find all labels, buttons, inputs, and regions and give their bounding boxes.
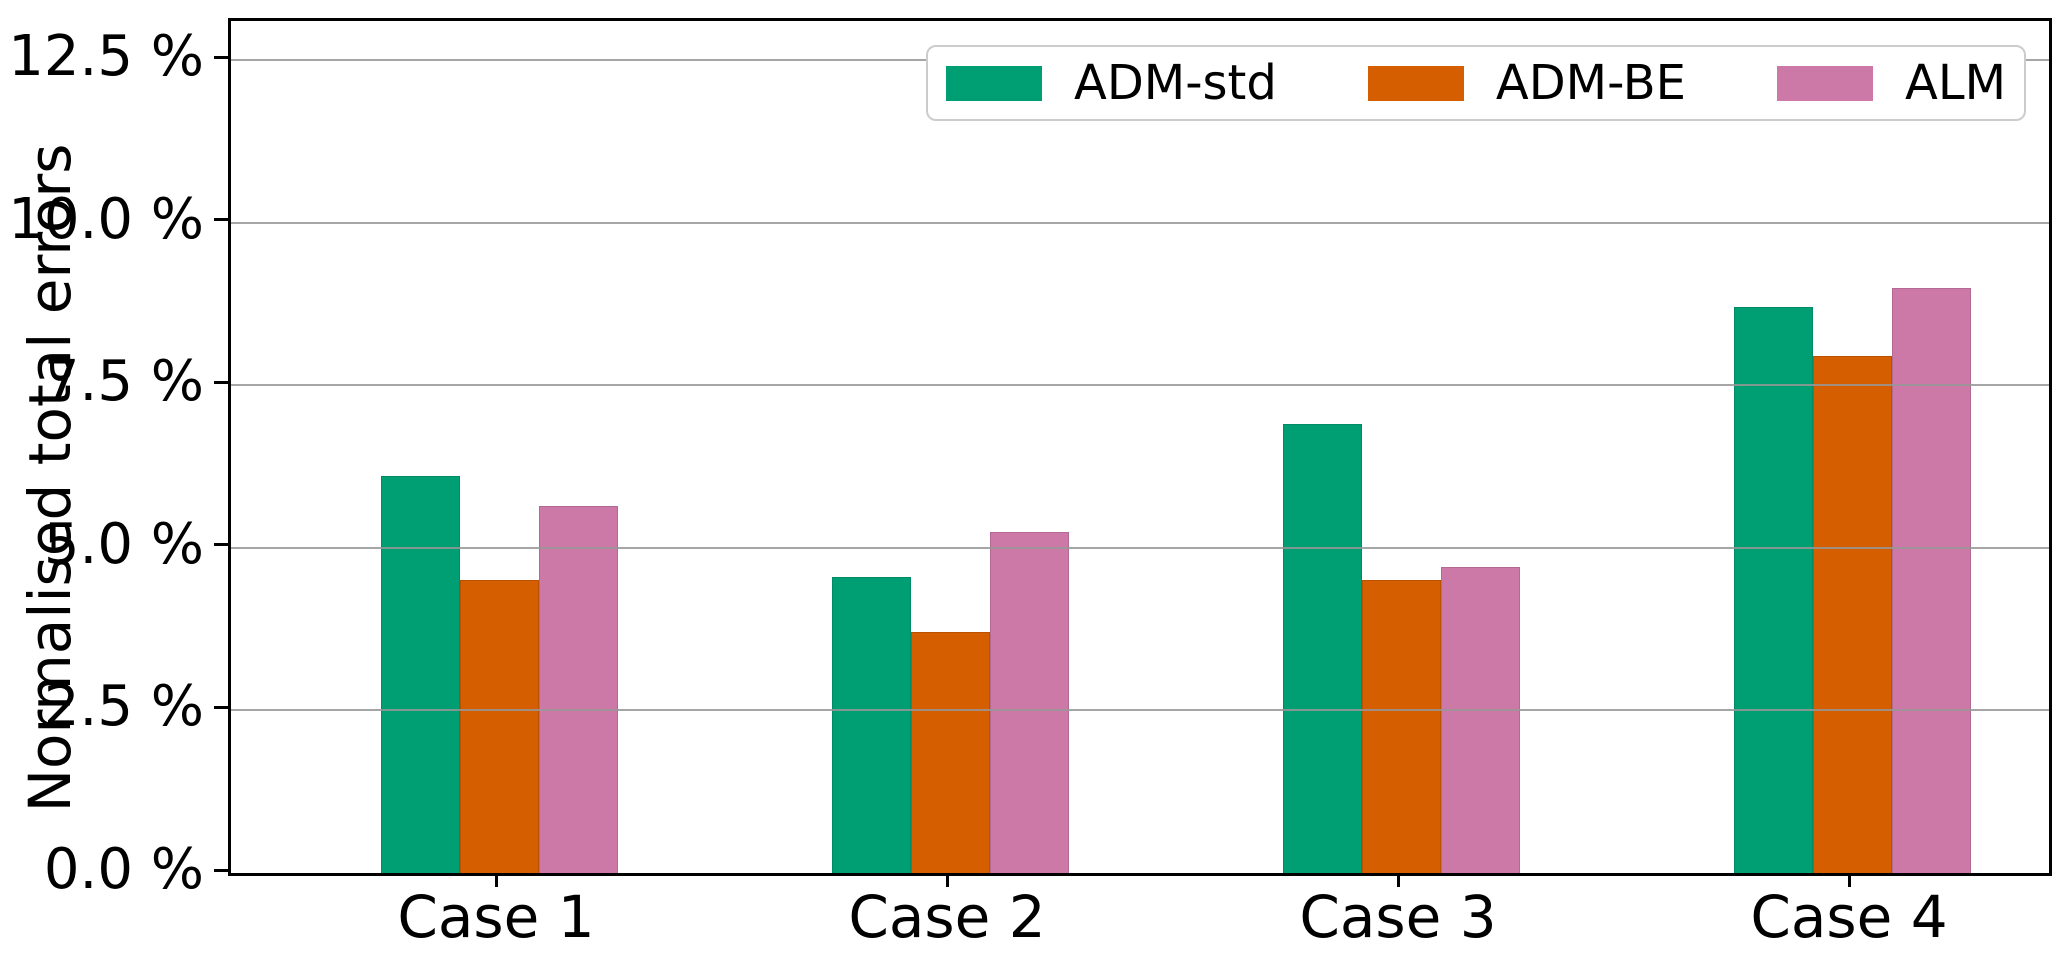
gridline-7.5 bbox=[231, 384, 2049, 387]
x-tick-mark bbox=[1847, 873, 1851, 887]
bar-alm-case-4 bbox=[1891, 287, 1971, 873]
bar-adm-std-case-4 bbox=[1733, 307, 1813, 873]
legend-item-alm: ALM bbox=[1777, 59, 2006, 107]
y-tick-mark bbox=[214, 868, 228, 872]
gridline-5 bbox=[231, 546, 2049, 549]
x-tick-label-case-4: Case 4 bbox=[1750, 883, 1948, 951]
bar-adm-std-case-3 bbox=[1282, 424, 1362, 873]
y-tick-label: 10.0 % bbox=[8, 186, 204, 252]
x-tick-mark bbox=[945, 873, 949, 887]
bar-alm-case-2 bbox=[989, 531, 1069, 873]
bar-adm-be-case-1 bbox=[459, 580, 539, 873]
x-tick-label-case-2: Case 2 bbox=[848, 883, 1046, 951]
bar-adm-be-case-3 bbox=[1361, 580, 1441, 873]
plot-area: ADM-std ADM-BE ALM bbox=[228, 18, 2052, 876]
gridline-2.5 bbox=[231, 709, 2049, 712]
bar-alm-case-3 bbox=[1440, 567, 1520, 873]
bar-adm-be-case-2 bbox=[910, 632, 990, 873]
legend-item-adm-be: ADM-BE bbox=[1367, 55, 1686, 111]
bar-alm-case-1 bbox=[538, 505, 618, 873]
legend: ADM-std ADM-BE ALM bbox=[926, 45, 2026, 121]
y-tick-mark bbox=[214, 55, 228, 59]
legend-label-alm: ALM bbox=[1905, 55, 2006, 111]
legend-item-adm-std: ADM-std bbox=[946, 59, 1277, 107]
x-tick-mark bbox=[494, 873, 498, 887]
x-tick-mark bbox=[1396, 873, 1400, 887]
y-tick-mark bbox=[214, 705, 228, 709]
legend-label-adm-std: ADM-std bbox=[1074, 55, 1277, 111]
y-tick-mark bbox=[214, 218, 228, 222]
legend-swatch-adm-be bbox=[1367, 65, 1464, 101]
y-tick-label: 0.0 % bbox=[43, 837, 204, 902]
y-tick-mark bbox=[214, 543, 228, 547]
y-tick-label: 7.5 % bbox=[43, 349, 204, 415]
legend-swatch-alm bbox=[1777, 65, 1873, 101]
x-tick-label-case-1: Case 1 bbox=[397, 883, 595, 951]
legend-label-adm-be: ADM-BE bbox=[1495, 55, 1686, 111]
bar-adm-be-case-4 bbox=[1812, 355, 1892, 873]
x-tick-label-case-3: Case 3 bbox=[1299, 883, 1497, 951]
y-tick-label: 12.5 % bbox=[8, 24, 204, 90]
y-tick-label: 5.0 % bbox=[43, 511, 204, 577]
y-tick-label: 2.5 % bbox=[43, 674, 204, 740]
legend-swatch-adm-std bbox=[946, 65, 1042, 101]
bar-adm-std-case-2 bbox=[831, 577, 911, 873]
bar-adm-std-case-1 bbox=[380, 476, 460, 873]
y-tick-mark bbox=[214, 380, 228, 384]
gridline-10 bbox=[231, 221, 2049, 224]
